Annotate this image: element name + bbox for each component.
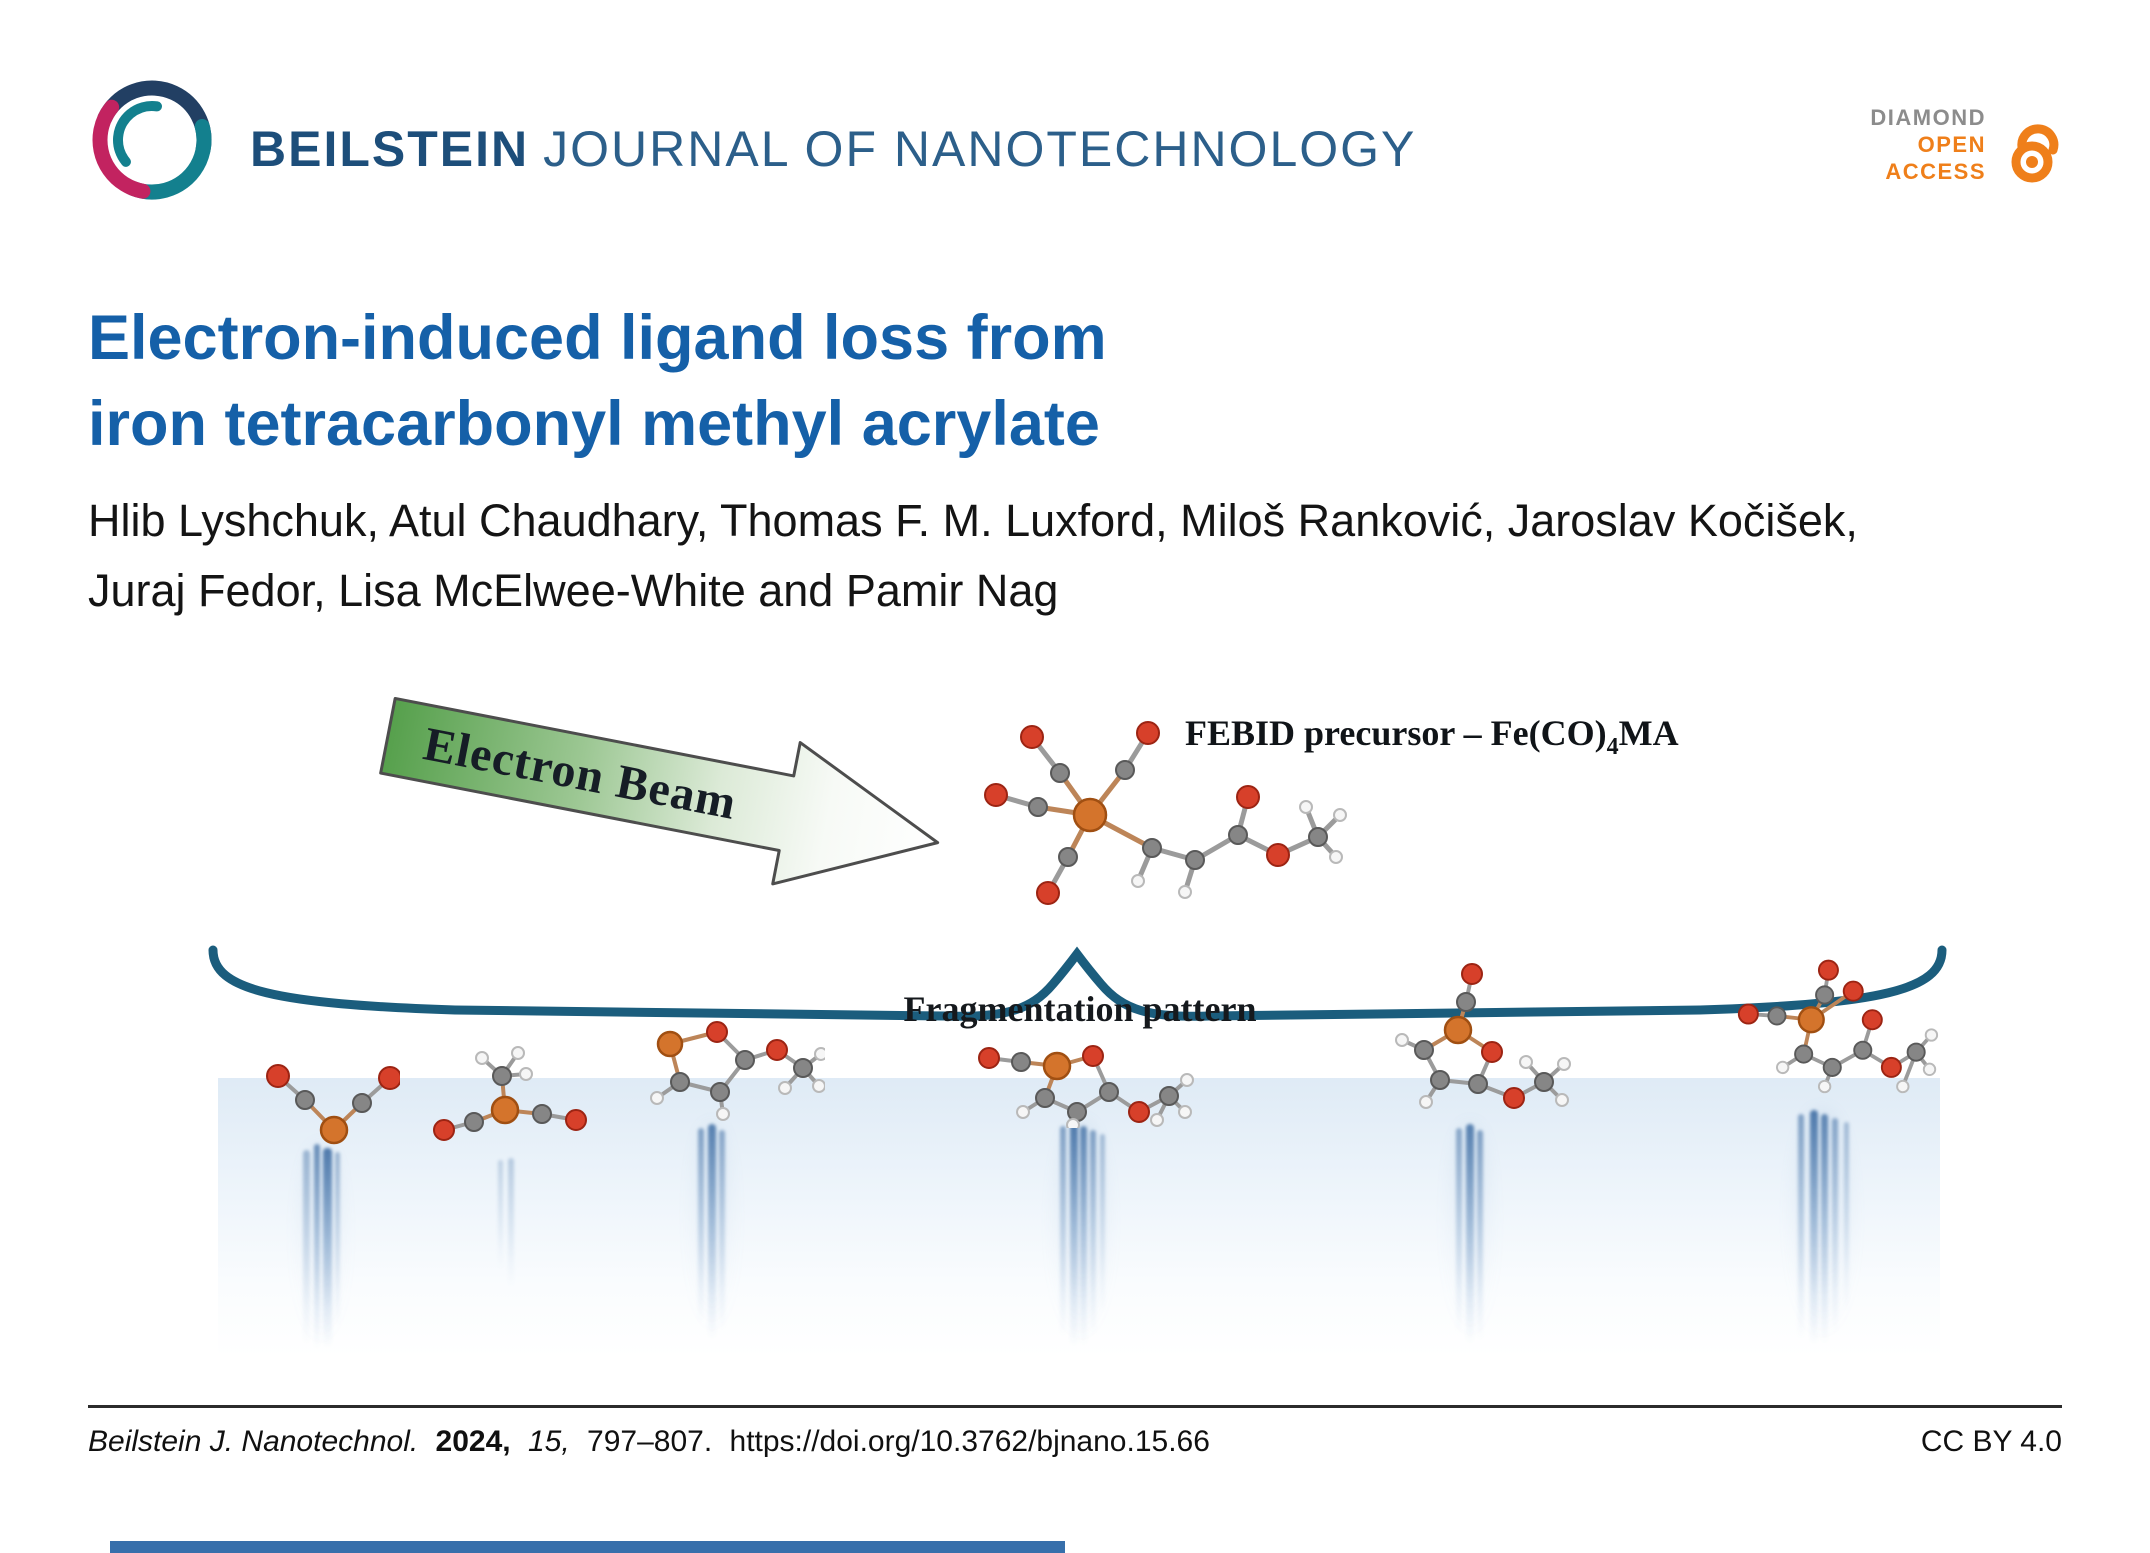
electron-beam-arrow: Electron Beam — [369, 656, 959, 922]
open-access-badge: DIAMOND OPEN ACCESS — [1870, 104, 2066, 185]
streak — [1844, 1122, 1849, 1312]
doi-link[interactable]: https://doi.org/10.3762/bjnano.15.66 — [729, 1425, 1210, 1458]
citation-pages: 797–807. — [587, 1425, 713, 1458]
streak — [1798, 1114, 1804, 1339]
streak — [1466, 1124, 1474, 1344]
precursor-label: FEBID precursor – Fe(CO)4MA — [1185, 712, 1679, 761]
streak — [1477, 1130, 1483, 1340]
streak — [698, 1128, 704, 1323]
streak — [1821, 1114, 1828, 1344]
fragmentation-pattern-label: Fragmentation pattern — [903, 989, 1257, 1029]
citation-year: 2024, — [435, 1425, 511, 1458]
citation-volume: 15, — [527, 1425, 570, 1458]
streak — [323, 1148, 332, 1348]
molecule-fragment-3 — [650, 1021, 825, 1121]
streak — [719, 1130, 725, 1330]
article-title: Electron-induced ligand loss from iron t… — [88, 296, 1107, 467]
molecule-fragment-6 — [1737, 959, 1939, 1094]
streak — [1080, 1126, 1087, 1346]
streak — [314, 1144, 320, 1349]
journal-name-rest: JOURNAL OF NANOTECHNOLOGY — [543, 121, 1417, 177]
molecule-fragment-2 — [433, 1046, 587, 1141]
streak — [498, 1160, 503, 1270]
badge-access-label: ACCESS — [1885, 159, 1986, 184]
precursor-molecule — [984, 721, 1347, 905]
fragmentation-brace — [208, 945, 1947, 1021]
streak — [303, 1150, 310, 1345]
streak — [335, 1152, 340, 1327]
streak — [1456, 1128, 1462, 1333]
badge-diamond-label: DIAMOND — [1870, 105, 1986, 130]
precursor-label-subscript: 4 — [1606, 734, 1619, 760]
streak — [508, 1158, 514, 1288]
article-title-line2: iron tetracarbonyl methyl acrylate — [88, 388, 1100, 459]
badge-open-label: OPEN — [1917, 132, 1986, 157]
precursor-label-text: FEBID precursor – Fe(CO) — [1185, 713, 1607, 753]
article-title-line1: Electron-induced ligand loss from — [88, 303, 1107, 373]
molecule-fragment-1 — [266, 1064, 400, 1145]
precursor-label-suffix: MA — [1618, 713, 1679, 753]
journal-name-bold: BEILSTEIN — [250, 121, 530, 177]
citation: Beilstein J. Nanotechnol. 2024, 15, 797–… — [88, 1425, 1210, 1459]
license-label: CC BY 4.0 — [1920, 1425, 2062, 1458]
streak — [1810, 1110, 1818, 1345]
streak-glow — [300, 1145, 342, 1350]
author-list-line2: Juraj Fedor, Lisa McElwee-White and Pami… — [88, 564, 1059, 616]
footer-divider — [88, 1405, 2062, 1408]
bottom-partial-bar — [110, 1541, 1065, 1553]
molecule-fragment-4 — [978, 1045, 1194, 1128]
author-list-line1: Hlib Lyshchuk, Atul Chaudhary, Thomas F.… — [88, 495, 1858, 546]
streak — [1090, 1130, 1096, 1335]
journal-name: BEILSTEIN JOURNAL OF NANOTECHNOLOGY — [250, 120, 1416, 178]
citation-journal: Beilstein J. Nanotechnol. — [88, 1425, 419, 1458]
streak — [1070, 1122, 1078, 1347]
streak — [1060, 1126, 1066, 1336]
streak — [1100, 1134, 1105, 1314]
open-access-lock-icon — [2011, 123, 2059, 182]
author-list: Hlib Lyshchuk, Atul Chaudhary, Thomas F.… — [88, 486, 1858, 626]
streak — [708, 1124, 716, 1339]
beilstein-logo-icon — [92, 80, 212, 200]
streak — [1832, 1118, 1838, 1333]
open-access-badge-text: DIAMOND OPEN ACCESS — [1870, 104, 1986, 185]
molecule-fragment-5 — [1395, 963, 1571, 1109]
